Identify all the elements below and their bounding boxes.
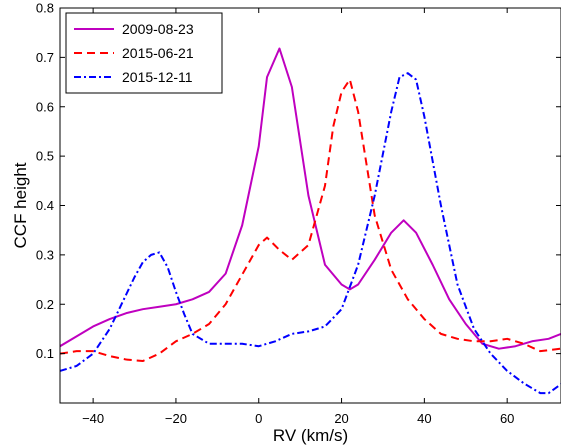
series-line-1 (60, 47, 561, 350)
x-tick-label: −20 (165, 411, 187, 426)
y-tick-label: 0.3 (36, 247, 54, 262)
series-line-3 (60, 72, 561, 395)
x-axis-label: RV (km/s) (273, 426, 348, 445)
x-tick-label: 40 (417, 411, 431, 426)
x-tick-label: 60 (500, 411, 514, 426)
plot-area (60, 47, 561, 395)
y-tick-label: 0.2 (36, 297, 54, 312)
series-line-2 (60, 78, 561, 363)
x-tick-label: 20 (334, 411, 348, 426)
legend-label-1: 2009-08-23 (122, 21, 194, 37)
y-tick-label: 0.4 (36, 198, 54, 213)
y-tick-label: 0.7 (36, 50, 54, 65)
y-tick-label: 0.6 (36, 99, 54, 114)
y-axis-label: CCF height (11, 162, 30, 248)
legend-label-3: 2015-12-11 (122, 69, 193, 85)
axes: −40 −20 0 20 40 60 0.1 0.2 0.3 0.4 0.5 0.6 0.7 0.8 (36, 1, 561, 426)
y-tick-label: 0.1 (36, 346, 54, 361)
x-tick-label: −40 (82, 411, 104, 426)
legend: 2009-08-23 2015-06-21 2015-12-11 (65, 12, 223, 94)
x-tick-label: 0 (255, 411, 262, 426)
legend-label-2: 2015-06-21 (122, 45, 194, 61)
y-tick-label: 0.8 (36, 1, 54, 16)
y-tick-label: 0.5 (36, 149, 54, 164)
